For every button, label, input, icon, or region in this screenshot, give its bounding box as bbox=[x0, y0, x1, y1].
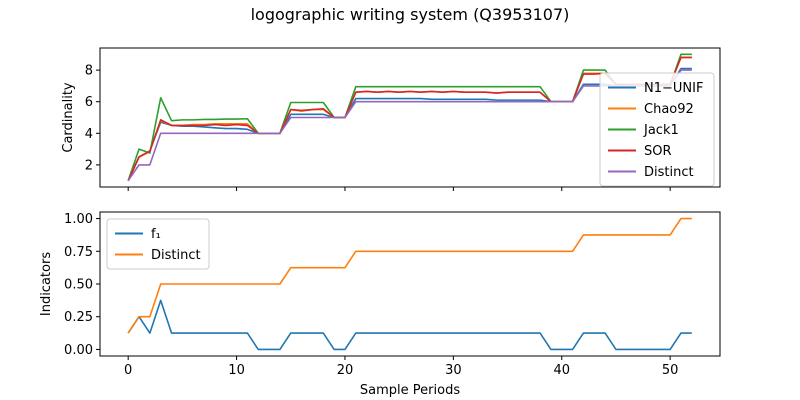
x-tick-label: 30 bbox=[445, 363, 462, 378]
series-line-2-2 bbox=[127, 217, 692, 334]
series-line-1-4 bbox=[127, 56, 692, 182]
legend-label: Distinct bbox=[644, 165, 694, 180]
x-axis-label: Sample Periods bbox=[360, 383, 460, 398]
x-tick-label: 20 bbox=[337, 363, 354, 378]
legend-label: Chao92 bbox=[644, 102, 694, 117]
x-tick-label: 50 bbox=[662, 363, 679, 378]
chart-panel-2: 0.00 0.25 0.50 0.75 1.00 0 10 20 30 40 50 Indicator… bbox=[39, 211, 721, 398]
y-axis-label: Indicators bbox=[39, 252, 54, 316]
legend-label: Jack1 bbox=[643, 123, 679, 138]
x-tick-label: 0 bbox=[124, 363, 132, 378]
legend-label: N1−UNIF bbox=[644, 81, 703, 96]
y-tick-label: 0.25 bbox=[64, 310, 93, 325]
y-tick-label: 0.75 bbox=[64, 245, 93, 260]
y-tick-label: 0.00 bbox=[64, 343, 93, 358]
legend-label: f₁ bbox=[151, 227, 161, 242]
legend-label: Distinct bbox=[151, 248, 201, 263]
series-line-2-1 bbox=[127, 299, 692, 351]
axes-frame bbox=[99, 47, 721, 188]
y-tick-label: 0.50 bbox=[64, 278, 93, 293]
x-tick-label: 10 bbox=[228, 363, 245, 378]
legend-label: SOR bbox=[644, 144, 672, 159]
panels: 2 4 6 8 Cardinality N1−UNIF Chao92 Jack1 SOR Dist… bbox=[39, 47, 721, 398]
y-tick-label: 1.00 bbox=[64, 212, 93, 227]
chart-panel-1: 2 4 6 8 Cardinality N1−UNIF Chao92 Jack1 SOR Dist… bbox=[61, 47, 721, 191]
legend: f₁ Distinct bbox=[106, 218, 210, 270]
y-tick-label: 6 bbox=[85, 95, 93, 110]
x-tick-label: 40 bbox=[553, 363, 570, 378]
y-tick-label: 4 bbox=[85, 127, 93, 142]
series-line-1-3 bbox=[127, 53, 692, 181]
series-line-1-1 bbox=[127, 67, 692, 182]
legend-box bbox=[106, 218, 210, 270]
y-axis-label: Cardinality bbox=[61, 82, 76, 153]
axes-frame bbox=[99, 211, 721, 357]
y-tick-label: 2 bbox=[85, 158, 93, 173]
legend-box bbox=[599, 72, 715, 187]
legend: N1−UNIF Chao92 Jack1 SOR Distinct bbox=[599, 72, 715, 187]
series-line-1-5 bbox=[127, 69, 692, 182]
y-tick-label: 8 bbox=[85, 64, 93, 79]
figure-title: logographic writing system (Q3953107) bbox=[251, 5, 570, 24]
